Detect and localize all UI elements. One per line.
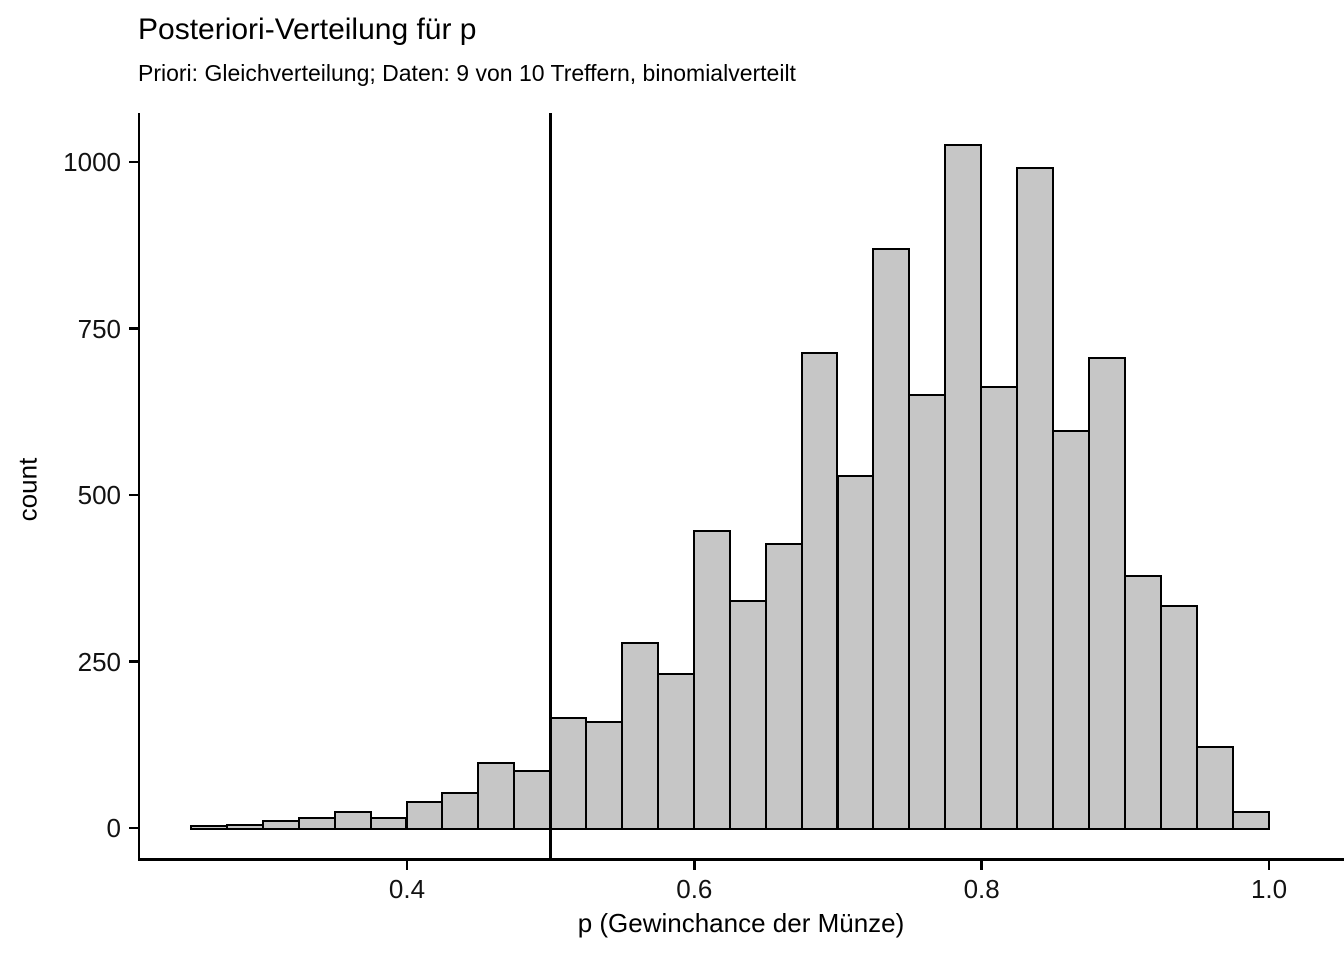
histogram-bar: [621, 641, 659, 830]
histogram-bar: [585, 720, 623, 830]
x-tick: [980, 861, 983, 870]
histogram-bar: [441, 792, 480, 830]
x-tick: [693, 861, 696, 870]
histogram-bar: [728, 600, 767, 830]
histogram-bar: [764, 542, 803, 830]
histogram-bar: [333, 811, 372, 830]
histogram-bar: [189, 824, 228, 830]
y-tick-label: 1000: [63, 147, 121, 177]
histogram-bar: [1087, 357, 1126, 830]
y-tick-label: 0: [106, 813, 121, 843]
histogram-bar: [1231, 811, 1270, 830]
histogram-bar: [1195, 746, 1234, 830]
histogram-bar: [692, 530, 731, 830]
histogram-bar: [872, 247, 911, 830]
plot-panel: [138, 113, 1344, 861]
x-tick-label: 1.0: [1250, 874, 1288, 904]
x-tick: [1267, 861, 1271, 870]
figure-subtitle: Priori: Gleichverteilung; Daten: 9 von 1…: [138, 60, 796, 86]
y-tick-label: 750: [77, 313, 121, 344]
histogram-bar: [1159, 604, 1198, 830]
y-tick: [129, 160, 138, 164]
x-tick-label: 0.6: [676, 874, 713, 904]
y-tick: [129, 493, 138, 497]
histogram-bar: [369, 817, 408, 830]
y-tick-label: 500: [77, 480, 121, 510]
histogram-bar: [1052, 429, 1090, 830]
histogram-bar: [1123, 574, 1162, 830]
histogram-bar: [513, 770, 552, 830]
histogram-bar: [800, 352, 839, 830]
histogram-bar: [980, 386, 1019, 830]
y-tick: [129, 660, 138, 663]
histogram-bar: [225, 824, 264, 830]
y-axis-title: count: [12, 457, 43, 522]
y-tick: [129, 327, 138, 330]
x-tick-label: 0.8: [963, 874, 1000, 904]
histogram-bar: [908, 393, 947, 830]
y-tick: [129, 826, 138, 830]
histogram-bar: [656, 672, 695, 830]
x-tick: [405, 861, 409, 870]
histogram-bar: [1016, 166, 1054, 830]
x-tick-label: 0.4: [388, 874, 426, 904]
histogram-bar: [836, 475, 875, 830]
histogram-bar: [297, 817, 336, 830]
histogram-bar: [944, 144, 983, 830]
reference-vline: [548, 113, 552, 858]
histogram-bar: [405, 801, 444, 830]
histogram-bar: [549, 716, 588, 830]
y-tick-label: 250: [77, 646, 121, 677]
histogram-bar: [261, 820, 300, 830]
figure-title: Posteriori-Verteilung für p: [138, 13, 477, 46]
histogram-bar: [477, 762, 516, 830]
x-axis-title: p (Gewinchance der Münze): [577, 908, 905, 938]
